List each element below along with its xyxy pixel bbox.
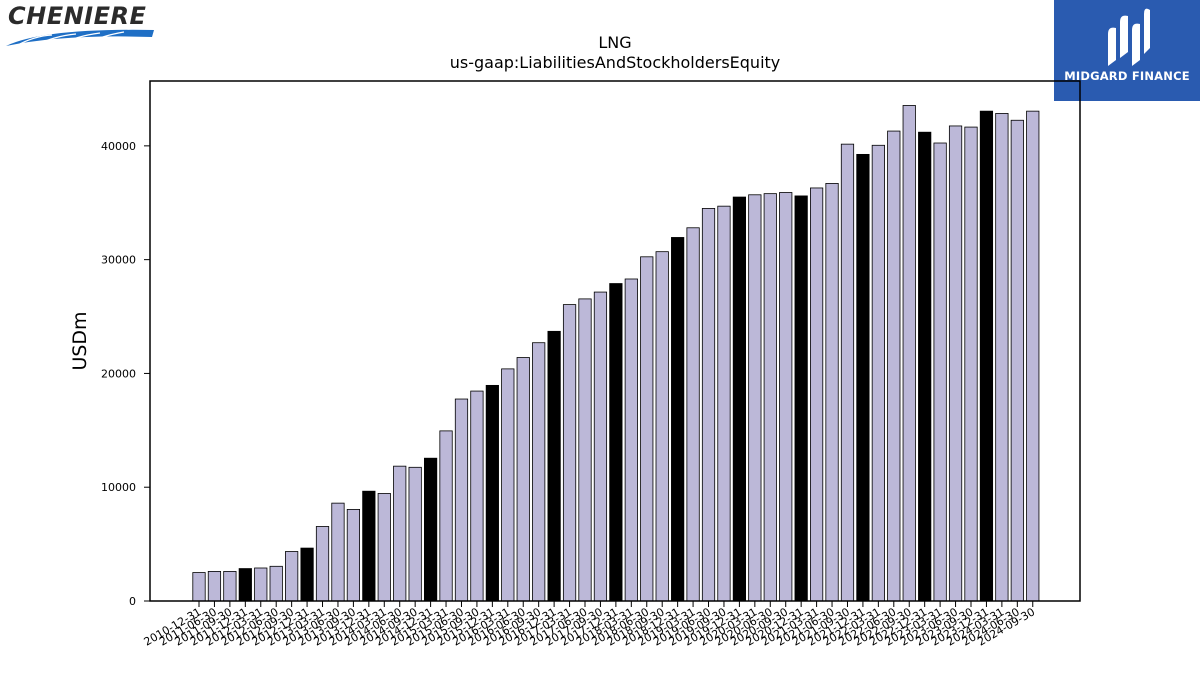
bar-2021-03-31 bbox=[810, 187, 824, 602]
bar-2013-03-31 bbox=[315, 526, 330, 602]
midgard-mark-icon bbox=[1108, 8, 1150, 67]
cheniere-swoosh-icon bbox=[6, 29, 154, 47]
bar-2015-12-31 bbox=[485, 384, 499, 602]
bar-2020-12-31 bbox=[794, 195, 808, 602]
y-tick-label: 10000 bbox=[101, 481, 136, 494]
chart-title: LNG bbox=[598, 33, 631, 52]
cheniere-logo: CHENIERE bbox=[4, 2, 156, 52]
bar-2017-09-30 bbox=[593, 291, 608, 602]
bar-2020-03-31 bbox=[748, 194, 762, 602]
y-axis-ticks: 0 10000 20000 30000 40000 bbox=[101, 140, 150, 608]
bar-2016-03-31 bbox=[501, 368, 515, 602]
bar-2012-09-30 bbox=[285, 551, 299, 602]
bar-2016-09-30 bbox=[532, 342, 546, 602]
bar-2018-03-31 bbox=[624, 278, 638, 602]
bar-2022-12-31 bbox=[918, 131, 932, 602]
bar-2011-12-31 bbox=[238, 568, 252, 602]
bar-2011-09-30 bbox=[223, 571, 237, 602]
midgard-finance-logo: MIDGARD FINANCE bbox=[1054, 0, 1200, 101]
bar-2014-09-30 bbox=[408, 466, 422, 602]
y-tick-label: 40000 bbox=[101, 140, 136, 153]
bars-group bbox=[192, 105, 1040, 602]
bar-2014-03-31 bbox=[377, 493, 391, 602]
bar-2013-06-30 bbox=[331, 502, 345, 602]
bar-2018-06-30 bbox=[640, 256, 654, 602]
bar-2015-09-30 bbox=[470, 390, 484, 602]
bar-2024-06-30 bbox=[1010, 119, 1024, 602]
bar-2019-03-31 bbox=[686, 227, 700, 602]
bar-2023-12-31 bbox=[979, 110, 994, 602]
bar-2019-12-31 bbox=[732, 196, 747, 602]
bar-2024-09-30 bbox=[1026, 110, 1040, 602]
bar-2017-06-30 bbox=[578, 298, 592, 602]
bar-2023-06-30 bbox=[948, 125, 963, 602]
bar-2020-09-30 bbox=[779, 192, 793, 602]
bar-2022-06-30 bbox=[887, 130, 901, 602]
bar-2020-06-30 bbox=[763, 193, 777, 602]
bar-2017-03-31 bbox=[562, 304, 577, 602]
bar-2013-09-30 bbox=[346, 508, 361, 602]
bar-2014-06-30 bbox=[393, 465, 407, 602]
bar-2010-12-31 bbox=[192, 572, 206, 602]
bar-2012-03-31 bbox=[254, 567, 268, 602]
bar-2023-03-31 bbox=[933, 142, 947, 602]
bar-2013-12-31 bbox=[362, 490, 376, 602]
midgard-brand-text: MIDGARD FINANCE bbox=[1064, 69, 1190, 83]
y-tick-label: 30000 bbox=[101, 254, 136, 267]
bar-2022-03-31 bbox=[871, 144, 885, 602]
bar-2021-06-30 bbox=[825, 183, 839, 602]
bar-2017-12-31 bbox=[609, 283, 623, 602]
bar-2012-12-31 bbox=[300, 547, 314, 602]
bar-2023-09-30 bbox=[964, 126, 978, 602]
y-tick-label: 20000 bbox=[101, 367, 136, 380]
cheniere-wordmark: CHENIERE bbox=[8, 2, 147, 30]
y-axis-label: USDm bbox=[69, 311, 91, 370]
bar-2024-03-31 bbox=[995, 113, 1009, 602]
bar-2021-09-30 bbox=[840, 143, 855, 602]
bar-2015-03-31 bbox=[439, 430, 453, 602]
bar-2019-09-30 bbox=[717, 205, 731, 602]
bar-2016-12-31 bbox=[547, 330, 561, 602]
chart-subtitle: us-gaap:LiabilitiesAndStockholdersEquity bbox=[450, 53, 781, 72]
bar-2012-06-30 bbox=[269, 565, 283, 602]
plot-frame bbox=[149, 80, 1081, 602]
bar-2011-06-30 bbox=[207, 571, 222, 602]
bar-2018-12-31 bbox=[671, 237, 685, 602]
x-axis-ticks: 2010-12-312011-06-302011-09-302011-12-31… bbox=[142, 601, 1037, 649]
bar-2021-12-31 bbox=[856, 153, 870, 602]
bar-2016-06-30 bbox=[516, 357, 530, 602]
bar-2018-09-30 bbox=[655, 251, 669, 602]
y-tick-label: 0 bbox=[129, 595, 136, 608]
bar-2022-09-30 bbox=[902, 105, 916, 602]
bar-2015-06-30 bbox=[454, 398, 469, 602]
bar-2019-06-30 bbox=[701, 208, 716, 602]
bar-2014-12-31 bbox=[423, 457, 438, 602]
